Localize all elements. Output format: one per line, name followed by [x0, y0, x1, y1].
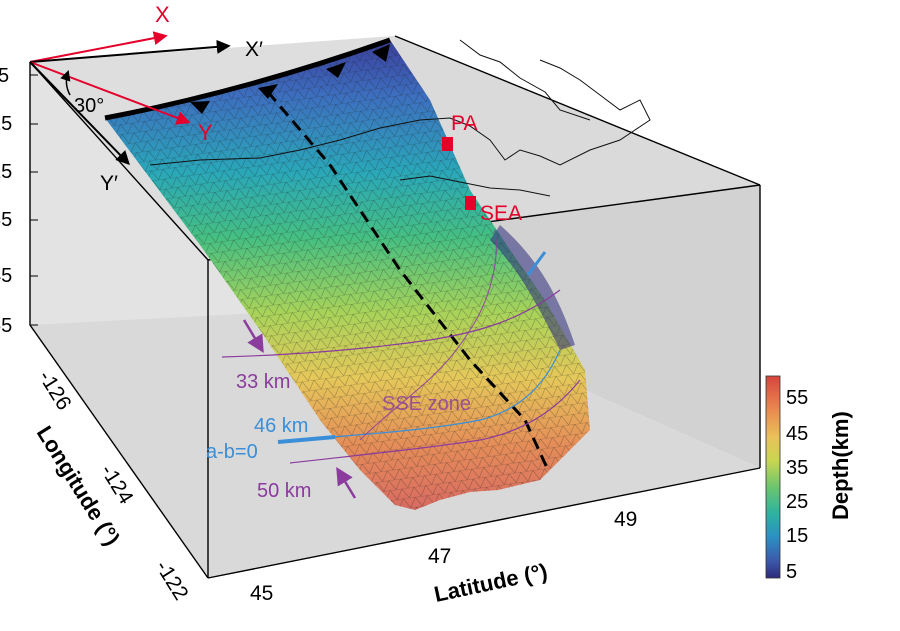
- arrow-x-prime: [29, 39, 231, 63]
- annotation-33km: 33 km: [236, 371, 290, 393]
- station-pa-marker: [442, 137, 453, 151]
- colorbar-tick-25: 25: [786, 491, 808, 513]
- latitude-tick-45: 45: [250, 582, 273, 605]
- latitude-tick-47: 47: [428, 545, 451, 568]
- purple-arrow-top: [242, 319, 264, 354]
- depth-tick-35: 35: [0, 209, 12, 231]
- depth-tick-55: 55: [0, 315, 12, 337]
- colorbar-tick-5: 5: [786, 561, 797, 583]
- slab-surface: [105, 40, 590, 510]
- depth-axis: 5 15 25 35 45 55: [0, 65, 38, 337]
- colorbar-tick-35: 35: [786, 457, 808, 479]
- coastline: [149, 39, 651, 197]
- purple-arrow-bottom: [336, 467, 357, 499]
- colorbar-title: Depth(km): [828, 411, 853, 520]
- ab-zero-line-right: [526, 251, 547, 276]
- colorbar-tick-15: 15: [786, 525, 808, 547]
- dashed-profile-line: [266, 91, 550, 471]
- colorbar: 55 45 35 25 15 5 Depth(km): [765, 375, 853, 583]
- longitude-tick-122: -122: [151, 556, 193, 604]
- arrow-x: [29, 31, 168, 63]
- contour-50km: [289, 379, 581, 464]
- station-sea-marker: [465, 196, 476, 210]
- ab-zero-line: [277, 435, 336, 444]
- annotation-sse-zone: SSE zone: [382, 393, 471, 415]
- station-sea-label: SEA: [480, 202, 522, 225]
- colorbar-tick-45: 45: [786, 423, 808, 445]
- angle-arc: [60, 70, 71, 96]
- trench: [104, 37, 391, 121]
- depth-tick-45: 45: [0, 265, 12, 287]
- contour-46km: [289, 349, 561, 441]
- label-angle: 30°: [74, 95, 104, 117]
- station-pa-label: PA: [451, 112, 477, 135]
- depth-tick-15: 15: [0, 113, 12, 135]
- colorbar-tick-55: 55: [786, 387, 808, 409]
- depth-tick-25: 25: [0, 161, 12, 183]
- contour-33km: [221, 289, 561, 358]
- label-x: X: [155, 2, 170, 27]
- colorbar-ramp: [765, 375, 781, 579]
- latitude-tick-49: 49: [614, 508, 637, 531]
- arrow-y-prime: [29, 61, 130, 166]
- depth-tick-5: 5: [0, 65, 9, 87]
- annotation-50km: 50 km: [257, 480, 311, 502]
- label-y: Y: [198, 120, 213, 145]
- annotation-ab-zero: a-b=0: [206, 441, 258, 463]
- arrow-y: [29, 61, 191, 125]
- sse-zone-outline: [359, 229, 497, 441]
- annotation-46km: 46 km: [254, 415, 308, 437]
- label-y-prime: Y′: [100, 172, 118, 195]
- label-x-prime: X′: [245, 38, 263, 61]
